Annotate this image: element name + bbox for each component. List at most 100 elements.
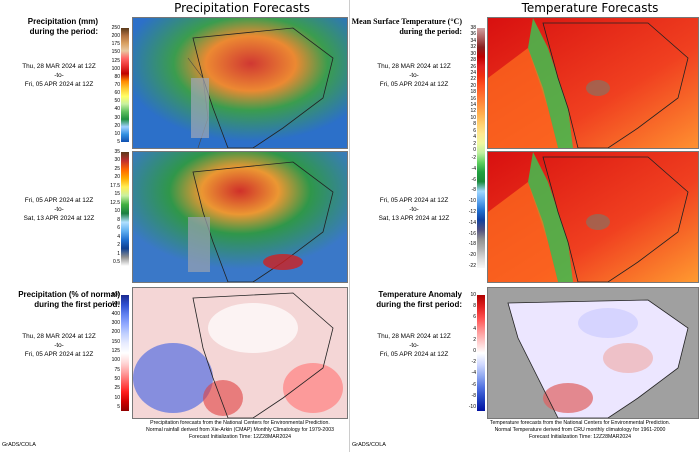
precip-scale3-tick: 600 (111, 301, 120, 308)
temp-scale1-tick: 14 (470, 102, 476, 109)
temp-map-period1 (487, 17, 699, 149)
precip-period3-start: Thu, 28 MAR 2024 at 12Z (22, 333, 96, 340)
precip-scale2-tick: 17.5 (110, 182, 120, 189)
precip-period2-start: Fri, 05 APR 2024 at 12Z (24, 197, 94, 204)
precip-scale3-tick: 200 (111, 329, 120, 336)
precip-scale3-tick: 800 (111, 292, 120, 298)
precip-percent-label: Precipitation (% of normal) during the f… (2, 290, 120, 310)
temp-scale3-tick: -10 (468, 404, 476, 410)
temp-scale2-tick: -20 (468, 252, 476, 259)
temp-period2-start: Fri, 05 APR 2024 at 12Z (379, 197, 449, 204)
temp-scale1-tick: 16 (470, 95, 476, 102)
precip-scale1-tick: 150 (111, 49, 120, 56)
temp-anomaly-label-line2: during the first period: (376, 300, 462, 309)
temp-period3-end: Fri, 05 APR 2024 at 12Z (379, 351, 449, 358)
temp-scale1-tick: 12 (470, 108, 476, 115)
precip-period1-dates: Thu, 28 MAR 2024 at 12Z -to- Fri, 05 APR… (0, 62, 118, 89)
temp-footer-line2: Normal Temperature derived from CRU mont… (494, 427, 666, 433)
temp-scale1-tick: 0 (473, 147, 476, 153)
precip-scale1-tick: 100 (111, 65, 120, 72)
precip-period1-start: Thu, 28 MAR 2024 at 12Z (22, 63, 96, 70)
temp-scale3-tick: 2 (473, 336, 476, 343)
precip-scale1-tick: 5 (117, 139, 120, 145)
temp-period1-end: Fri, 05 APR 2024 at 12Z (379, 81, 449, 88)
temp-mean-label: Mean Surface Temperature (°C) during the… (350, 17, 462, 37)
precip-scale3-tick: 10 (114, 394, 120, 401)
temp-scale2-tick: -18 (468, 241, 476, 248)
temp-scale1-tick: 28 (470, 57, 476, 64)
temp-scale1-tick: 36 (470, 31, 476, 38)
precip-scale1-tick: 30 (114, 114, 120, 121)
precip-period1-to: -to- (54, 72, 64, 79)
temp-anomaly-colorbar (477, 295, 485, 411)
precip-amount-label: Precipitation (mm) during the period: (2, 17, 98, 37)
temp-anomaly-label: Temperature Anomaly during the first per… (356, 290, 462, 310)
temp-scale3-tick: -2 (471, 359, 476, 366)
precip-scale3-tick: 125 (111, 348, 120, 354)
precip-percent-label-line2: during the first period: (34, 300, 120, 309)
temp-scale1-tick: 26 (470, 63, 476, 70)
precip-footer-line1: Precipitation forecasts from the Nationa… (150, 420, 330, 426)
temp-scale1-tick: 10 (470, 114, 476, 121)
temp-period3-start: Thu, 28 MAR 2024 at 12Z (377, 333, 451, 340)
precip-period3-end: Fri, 05 APR 2024 at 12Z (24, 351, 94, 358)
precip-colorbar-bottom (121, 295, 129, 411)
precip-scale2-tick: 0.5 (113, 259, 120, 265)
precip-colorbar-top (121, 28, 129, 142)
temp-scale2-tick: -8 (471, 187, 476, 194)
precip-scale1-tick: 40 (114, 106, 120, 113)
temp-period1-start: Thu, 28 MAR 2024 at 12Z (377, 63, 451, 70)
temp-colorbar-top (477, 28, 485, 268)
temp-scale1-tick: 6 (473, 127, 476, 134)
temp-scale1-tick: 24 (470, 69, 476, 76)
precip-scale3-tick: 25 (114, 385, 120, 392)
temp-scale1-tick: 30 (470, 50, 476, 57)
temp-scale3-tick: 4 (473, 325, 476, 332)
precip-footer-line2: Normal rainfall derived from Xie-Arkin (… (146, 427, 334, 433)
precip-scale2-tick: 1 (117, 250, 120, 257)
temp-period2-to: -to- (409, 206, 419, 213)
credit-left: GrADS/COLA (2, 442, 36, 448)
precip-scale1-tick: 125 (111, 57, 120, 64)
temp-scale3-tick: -6 (471, 381, 476, 388)
temp-scale2-tick: -14 (468, 219, 476, 226)
precip-scale2-tick: 6 (117, 225, 120, 232)
temp-scale2-tick: -6 (471, 176, 476, 183)
temp-scale1-tick: 2 (473, 140, 476, 147)
temp-period2-dates: Fri, 05 APR 2024 at 12Z -to- Sat, 13 APR… (355, 196, 473, 223)
precip-period3-dates: Thu, 28 MAR 2024 at 12Z -to- Fri, 05 APR… (0, 332, 118, 359)
precip-scale2-tick: 35 (114, 149, 120, 155)
precip-scale2-tick: 25 (114, 165, 120, 172)
precip-scale3-tick: 400 (111, 310, 120, 317)
precip-scale3-tick: 150 (111, 338, 120, 345)
temp-footer-line3: Forecast Initialization Time: 12Z28MAR20… (528, 434, 632, 440)
temp-scale1-tick: 8 (473, 121, 476, 128)
precip-scale3-tick: 100 (111, 357, 120, 364)
precip-title: Precipitation Forecasts (174, 1, 310, 15)
precip-scale1-tick: 20 (114, 122, 120, 129)
temp-footer-line1: Temperature forecasts from the National … (489, 420, 671, 426)
temp-scale3-tick: -4 (471, 370, 476, 377)
precip-scale1-tick: 50 (114, 98, 120, 105)
credit-right: GrADS/COLA (352, 442, 386, 448)
precip-anomaly-map (132, 287, 348, 419)
precip-map-period2 (132, 151, 348, 283)
precip-footer-line3: Forecast Initialization Time: 12Z28MAR20… (188, 434, 292, 440)
temp-scale2-tick: -12 (468, 209, 476, 215)
temp-scale2-tick: -4 (471, 165, 476, 172)
temp-period1-dates: Thu, 28 MAR 2024 at 12Z -to- Fri, 05 APR… (355, 62, 473, 89)
temp-scale2-tick: -16 (468, 230, 476, 237)
precip-scale1-tick: 175 (111, 41, 120, 48)
temp-scale2-tick: -22 (468, 263, 476, 269)
precip-scale3-tick: 75 (114, 366, 120, 373)
temp-period3-dates: Thu, 28 MAR 2024 at 12Z -to- Fri, 05 APR… (355, 332, 473, 359)
temp-scale1-tick: 4 (473, 134, 476, 141)
precip-scale2-tick: 10 (114, 208, 120, 215)
precip-period1-end: Fri, 05 APR 2024 at 12Z (24, 81, 94, 88)
temp-scale3-tick: 8 (473, 303, 476, 310)
precip-map-period1 (132, 17, 348, 149)
precip-scale1-tick: 250 (111, 25, 120, 31)
temp-scale1-tick: 34 (470, 37, 476, 44)
temp-scale2-tick: -2 (471, 155, 476, 161)
precip-scale2-tick: 4 (117, 233, 120, 240)
